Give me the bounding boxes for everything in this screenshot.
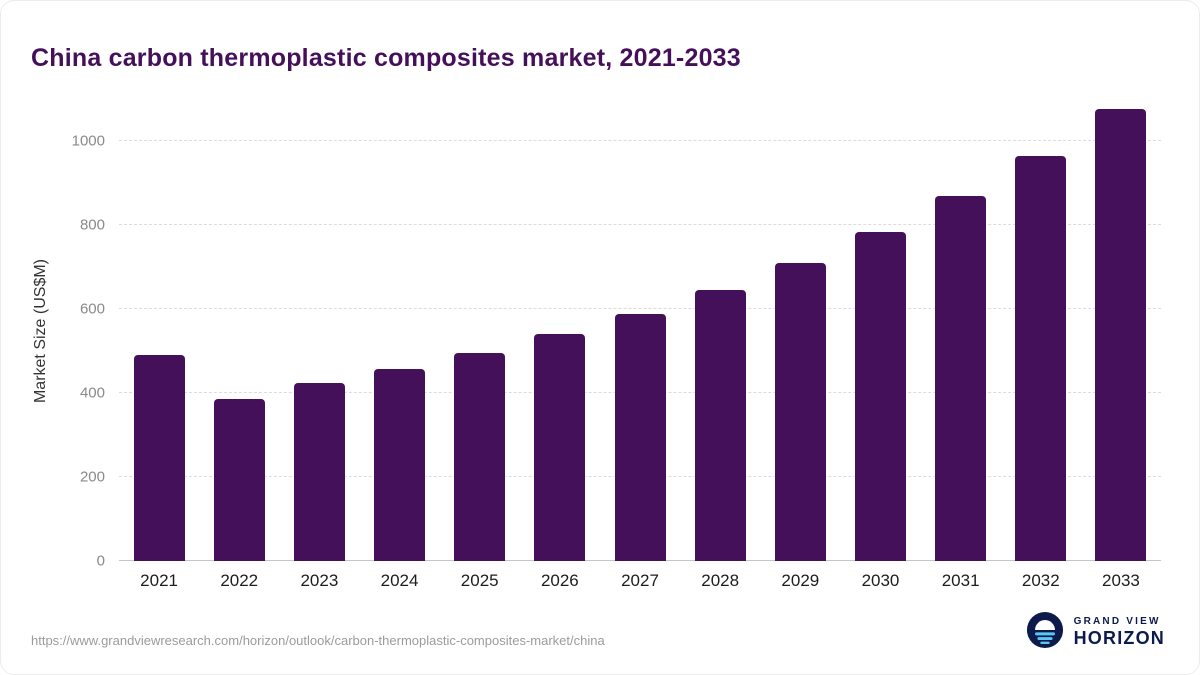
logo-text: GRAND VIEW HORIZON xyxy=(1074,616,1165,648)
bar-slot-2021 xyxy=(119,91,199,561)
bar-2031[interactable] xyxy=(935,195,987,561)
source-url-link[interactable]: https://www.grandviewresearch.com/horizo… xyxy=(31,633,605,648)
y-tick-label-0: 0 xyxy=(96,552,105,570)
grand-view-horizon-logo: GRAND VIEW HORIZON xyxy=(1026,611,1165,654)
y-tick-label-800: 800 xyxy=(79,216,105,234)
plot-area: 0 200 400 600 800 1000 xyxy=(72,91,1161,570)
bar-slot-2026 xyxy=(520,91,600,561)
x-tick-label-2030: 2030 xyxy=(861,571,900,590)
logo-text-horizon: HORIZON xyxy=(1073,627,1165,648)
bar-slot-2024 xyxy=(359,91,439,561)
x-tick-label-2028: 2028 xyxy=(701,571,740,590)
y-tick-label-400: 400 xyxy=(79,384,105,402)
x-tick-label-2022: 2022 xyxy=(220,571,259,590)
x-axis-labels: 2021 2022 2023 2024 2025 2026 2027 2028 2029 2030… xyxy=(119,571,1161,591)
bar-2032[interactable] xyxy=(1015,156,1067,561)
x-tick-label-2025: 2025 xyxy=(460,571,499,590)
y-tick-label-200: 200 xyxy=(79,468,105,486)
x-tick-label-2031: 2031 xyxy=(941,571,980,590)
x-tick-label-2029: 2029 xyxy=(781,571,820,590)
bar-2027[interactable] xyxy=(614,314,666,561)
bar-slot-2033 xyxy=(1081,91,1161,561)
bar-2021[interactable] xyxy=(133,355,185,561)
x-tick-label-2021: 2021 xyxy=(140,571,178,590)
bar-slot-2028 xyxy=(680,91,760,561)
bar-slot-2029 xyxy=(760,91,840,561)
bar-slot-2032 xyxy=(1001,91,1081,561)
x-tick-label-2023: 2023 xyxy=(300,571,339,590)
horizon-logo-icon xyxy=(1026,611,1064,654)
bar-slot-2031 xyxy=(921,91,1001,561)
bar-2028[interactable] xyxy=(694,290,746,561)
bar-2023[interactable] xyxy=(293,382,345,561)
gridline-600: 600 xyxy=(80,301,1161,318)
x-tick-label-2033: 2033 xyxy=(1102,571,1140,590)
x-tick-label-2032: 2032 xyxy=(1021,571,1060,590)
gridline-800: 800 xyxy=(80,217,1161,234)
bar-slot-2022 xyxy=(199,91,279,561)
bars-container xyxy=(119,91,1161,561)
bar-2033[interactable] xyxy=(1095,108,1147,561)
logo-text-grand-view: GRAND VIEW xyxy=(1073,616,1161,628)
bar-slot-2027 xyxy=(600,91,680,561)
bar-2022[interactable] xyxy=(213,399,265,561)
y-tick-label-1000: 1000 xyxy=(71,132,105,150)
x-tick-label-2024: 2024 xyxy=(380,571,419,590)
bar-slot-2030 xyxy=(840,91,920,561)
bar-2029[interactable] xyxy=(774,263,826,561)
bar-2026[interactable] xyxy=(534,333,586,561)
bar-slot-2023 xyxy=(279,91,359,561)
bar-2030[interactable] xyxy=(854,231,906,561)
x-tick-label-2026: 2026 xyxy=(540,571,579,590)
y-tick-label-600: 600 xyxy=(79,300,105,318)
bar-slot-2025 xyxy=(440,91,520,561)
chart-title: China carbon thermoplastic composites ma… xyxy=(31,43,741,72)
y-axis-label: Market Size (US$M) xyxy=(32,258,49,404)
bar-2025[interactable] xyxy=(454,353,506,561)
x-tick-label-2027: 2027 xyxy=(621,571,659,590)
gridline-1000: 1000 xyxy=(72,133,1161,150)
bar-2024[interactable] xyxy=(374,368,426,561)
